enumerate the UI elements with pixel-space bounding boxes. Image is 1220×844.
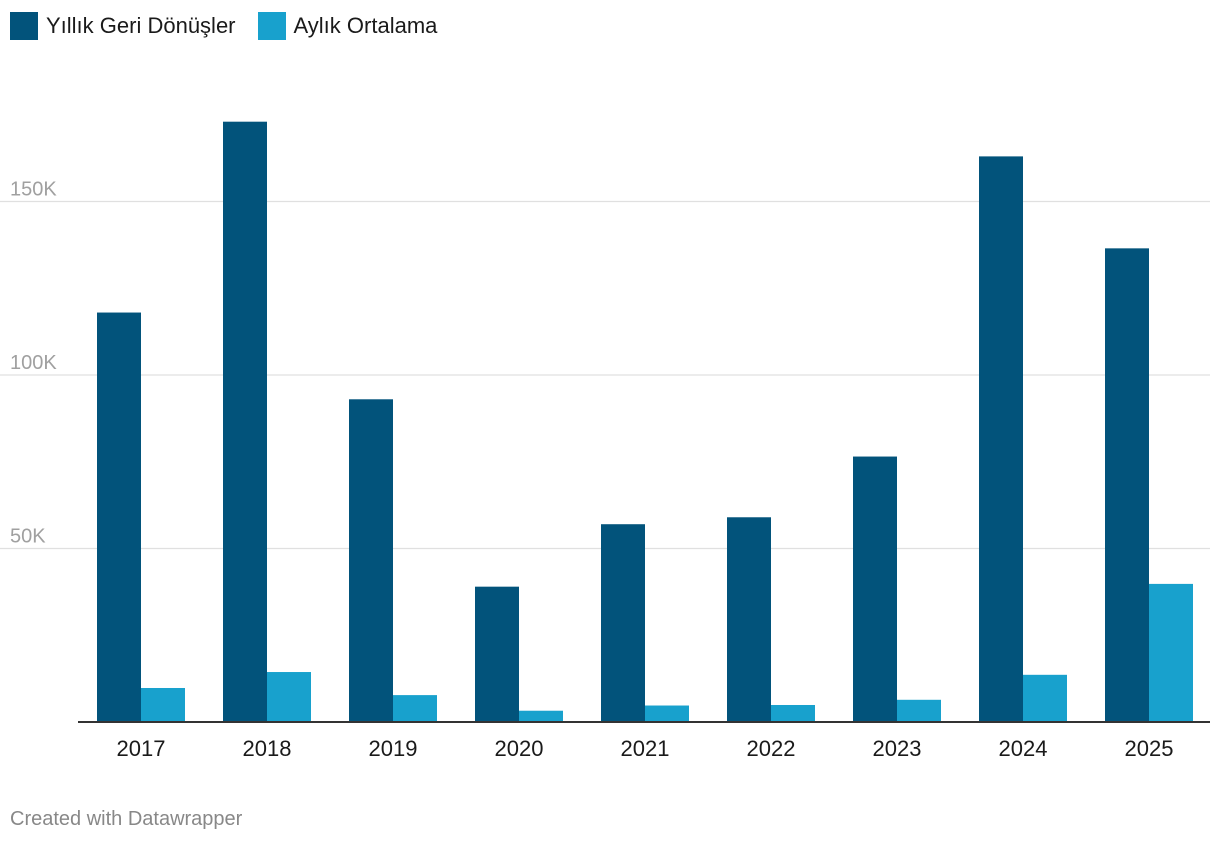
x-tick-label: 2018	[243, 736, 292, 761]
x-tick-label: 2025	[1125, 736, 1174, 761]
legend-label-monthly: Aylık Ortalama	[293, 13, 438, 38]
bar-annual-returns	[601, 524, 645, 722]
bar-annual-returns	[727, 517, 771, 722]
x-tick-label: 2024	[999, 736, 1048, 761]
x-tick-label: 2023	[873, 736, 922, 761]
bar-chart: 50K 100K 150K 2017 2018 2019 2020 2021 2022 2023 2…	[0, 121, 1210, 761]
bar-annual-returns	[349, 399, 393, 722]
y-tick-label: 50K	[10, 526, 46, 548]
bar-monthly-average	[771, 704, 815, 722]
bar-annual-returns	[979, 156, 1023, 722]
bar-monthly-average	[141, 687, 185, 722]
bar-annual-returns	[475, 586, 519, 722]
legend-swatch-monthly	[257, 12, 286, 40]
x-tick-label: 2021	[621, 736, 670, 761]
bar-monthly-average	[645, 705, 689, 722]
bar-monthly-average	[519, 710, 563, 722]
footer-credit: Created with Datawrapper	[10, 808, 243, 830]
bar-annual-returns	[97, 312, 141, 722]
bar-annual-returns	[853, 456, 897, 722]
x-tick-label: 2020	[495, 736, 544, 761]
legend: Yıllık Geri Dönüşler Aylık Ortalama	[10, 12, 437, 40]
legend-label-annual: Yıllık Geri Dönüşler	[46, 13, 236, 38]
bar-annual-returns	[1105, 248, 1149, 722]
x-tick-label: 2022	[747, 736, 796, 761]
x-tick-label: 2017	[117, 736, 166, 761]
bar-monthly-average	[393, 695, 437, 722]
y-tick-label: 150K	[10, 179, 57, 201]
bar-monthly-average	[267, 672, 311, 722]
legend-item-annual: Yıllık Geri Dönüşler	[10, 12, 236, 40]
legend-swatch-annual	[10, 12, 38, 40]
legend-item-monthly: Aylık Ortalama	[257, 12, 438, 40]
y-tick-label: 100K	[10, 352, 57, 374]
bar-monthly-average	[897, 699, 941, 722]
bar-monthly-average	[1023, 674, 1067, 722]
bar-monthly-average	[1149, 583, 1193, 722]
x-tick-label: 2019	[369, 736, 418, 761]
bar-annual-returns	[223, 121, 267, 722]
